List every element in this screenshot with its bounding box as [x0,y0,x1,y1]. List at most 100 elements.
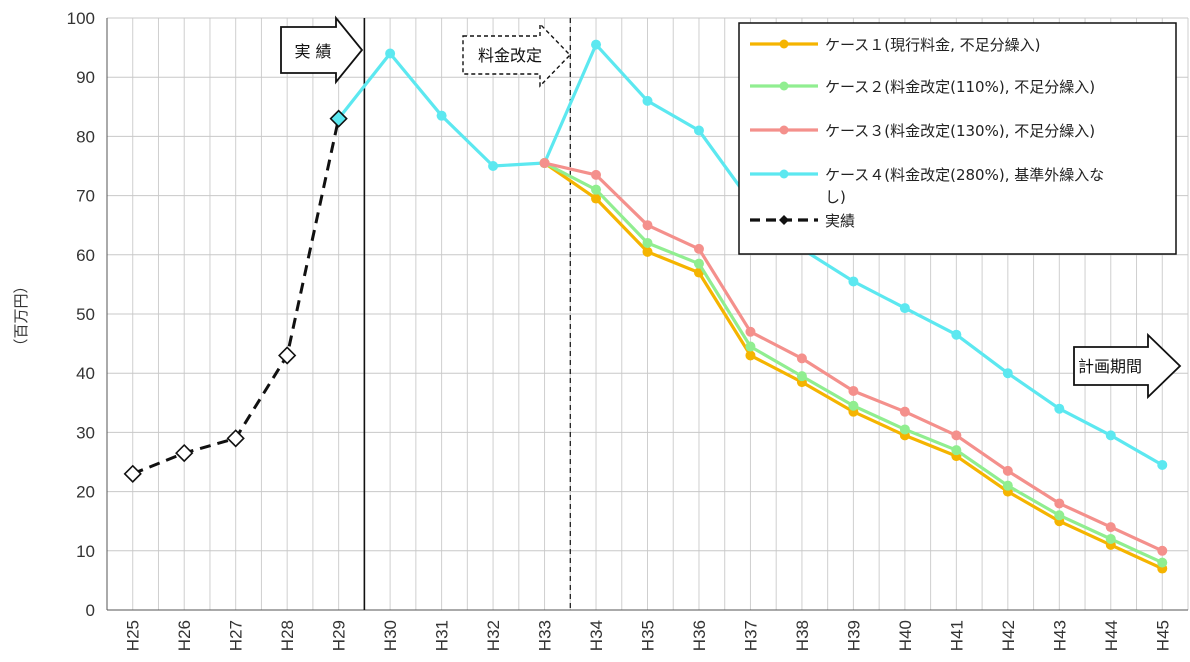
data-point-marker [123,464,142,483]
x-tick-label: H29 [330,620,349,651]
plan-period-arrow-label: 計画期間 [1078,357,1142,376]
rate-revision-arrow-label: 料金改定 [478,46,542,65]
x-tick-label: H42 [999,620,1018,651]
data-point-marker [1105,533,1116,544]
y-axis-ticks: 0 10 20 30 40 50 60 70 80 90 100 [67,9,95,620]
y-tick-label: 10 [76,542,95,561]
data-point-marker [329,109,348,128]
legend-box [738,22,1177,255]
x-tick-label: H26 [175,620,194,651]
data-point-marker [539,158,550,169]
data-point-marker [591,193,602,204]
legend-swatch-marker [779,81,789,91]
data-point-marker [745,326,756,337]
data-point-marker [745,341,756,352]
data-point-marker [899,303,910,314]
legend-item: ケース１(現行料金, 不足分繰入) [750,36,1041,54]
x-tick-label: H35 [639,620,658,651]
y-tick-label: 30 [76,423,95,442]
data-point-marker [693,258,704,269]
series-5 [123,109,348,483]
data-point-marker [642,237,653,248]
y-tick-label: 60 [76,246,95,265]
x-axis-ticks: H25 H26 H27 H28 H29 H30 H31 H32 H33 H34 H35 H36 H37 H… [124,620,1173,651]
x-tick-label: H43 [1050,620,1069,651]
data-point-marker [385,48,396,59]
rate-revision-arrow-shape [462,22,571,88]
legend-label: ケース１(現行料金, 不足分繰入) [825,36,1041,54]
rate-revision-arrow-annotation: 料金改定 [462,22,571,88]
y-tick-label: 90 [76,68,95,87]
x-tick-label: H36 [690,620,709,651]
actual-arrow-annotation: 実 績 [280,15,364,85]
actual-arrow-label: 実 績 [294,42,331,61]
data-point-marker [1054,498,1065,509]
x-tick-label: H30 [381,620,400,651]
x-tick-label: H37 [741,620,760,651]
y-tick-label: 40 [76,364,95,383]
data-point-marker [175,443,194,463]
legend-swatch-marker [779,215,789,225]
data-point-marker [642,95,653,106]
data-point-marker [642,220,653,231]
plan-period-arrow-shape [1073,332,1182,400]
plan-period-arrow-annotation: 計画期間 [1073,332,1182,400]
data-point-marker [488,161,499,171]
data-point-marker [951,430,962,441]
legend: ケース１(現行料金, 不足分繰入) ケース２(料金改定(110%), 不足分繰入)… [738,22,1177,255]
legend-label: 実績 [825,212,855,230]
legend-item: 実績 [750,212,855,230]
data-point-marker [591,169,602,180]
legend-swatch-marker [779,125,789,135]
x-tick-label: H44 [1102,620,1121,651]
series-3 [539,158,1168,556]
x-tick-label: H31 [433,620,452,651]
legend-label: ケース４(料金改定(280%), 基準外繰入なし) [825,166,1104,206]
y-tick-label: 80 [76,127,95,146]
x-tick-label: H25 [124,620,143,651]
actual-arrow-shape [280,15,364,85]
data-point-marker [796,371,807,382]
data-point-marker [848,276,859,287]
legend-swatch-marker [779,169,789,179]
data-point-marker [1002,465,1013,476]
y-axis-label: （百万円） [12,278,30,353]
data-point-marker [1157,557,1168,568]
x-tick-label: H28 [278,620,297,651]
legend-label: ケース２(料金改定(110%), 不足分繰入) [825,78,1095,96]
data-point-marker [1157,459,1168,470]
y-tick-label: 100 [67,9,95,28]
data-point-marker [642,246,653,257]
x-tick-label: H38 [793,620,812,651]
data-point-marker [693,125,704,136]
data-point-marker [745,350,756,361]
data-point-marker [693,243,704,254]
legend-item: ケース４(料金改定(280%), 基準外繰入なし) [750,166,1104,206]
data-point-marker [1105,522,1116,533]
x-tick-label: H39 [844,620,863,651]
data-point-marker [226,429,245,448]
data-point-marker [796,353,807,364]
x-tick-label: H34 [587,620,606,651]
data-point-marker [848,400,859,411]
data-point-marker [278,346,297,365]
y-tick-label: 0 [86,601,95,620]
data-point-marker [1054,510,1065,521]
x-tick-label: H45 [1153,620,1172,651]
data-point-marker [436,110,447,121]
series-2 [539,158,1168,568]
legend-swatch-marker [779,39,789,49]
data-point-marker [591,184,602,195]
legend-item: ケース３(料金改定(130%), 不足分繰入) [750,122,1095,140]
data-point-marker [1002,368,1013,379]
y-tick-label: 70 [76,187,95,206]
data-point-marker [1105,430,1116,441]
data-point-marker [1002,480,1013,491]
data-point-marker [1157,545,1168,556]
x-tick-label: H32 [484,620,503,651]
legend-label: ケース３(料金改定(130%), 不足分繰入) [825,122,1095,140]
y-tick-label: 50 [76,305,95,324]
data-point-marker [899,424,910,435]
data-point-marker [1054,403,1065,414]
